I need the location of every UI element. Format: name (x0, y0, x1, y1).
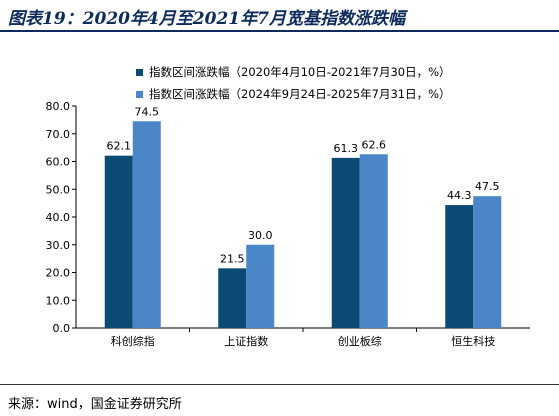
bar (473, 196, 502, 328)
y-tick-label: 60.0 (46, 156, 71, 169)
bar (218, 268, 247, 328)
bar (246, 244, 275, 328)
bar (445, 205, 474, 328)
data-label: 44.3 (447, 189, 472, 202)
y-tick-label: 10.0 (46, 294, 71, 307)
bar (104, 155, 133, 328)
y-tick-label: 40.0 (46, 211, 71, 224)
y-tick-label: 30.0 (46, 239, 71, 252)
data-label: 61.3 (334, 142, 359, 155)
bar (331, 157, 360, 328)
data-label: 62.6 (362, 138, 387, 151)
y-tick-label: 80.0 (46, 100, 71, 113)
y-tick-label: 20.0 (46, 267, 71, 280)
y-tick-label: 50.0 (46, 183, 71, 196)
x-tick-label: 创业板综 (338, 334, 382, 348)
legend-item-series-2: 指数区间涨跌幅（2024年9月24日-2025年7月31日，%） (136, 86, 451, 102)
data-label: 62.1 (107, 140, 132, 153)
x-tick-label: 恒生科技 (451, 334, 495, 348)
footer-divider (0, 384, 559, 385)
x-tick-label: 上证指数 (224, 334, 268, 348)
legend-label-series-2: 指数区间涨跌幅（2024年9月24日-2025年7月31日，%） (149, 87, 451, 101)
page-title: 图表19：2020年4月至2021年7月宽基指数涨跌幅 (8, 9, 405, 29)
data-label: 74.5 (135, 105, 160, 118)
data-label: 47.5 (475, 180, 500, 193)
legend-swatch-series-1 (136, 69, 143, 76)
legend-item-series-1: 指数区间涨跌幅（2020年4月10日-2021年7月30日，%） (136, 64, 451, 80)
source-note: 来源：wind，国金证券研究所 (8, 397, 182, 412)
legend-label-series-1: 指数区间涨跌幅（2020年4月10日-2021年7月30日，%） (149, 65, 451, 79)
bar (359, 154, 388, 328)
data-label: 21.5 (220, 252, 245, 265)
data-label: 30.0 (248, 229, 273, 242)
y-tick-label: 70.0 (46, 128, 71, 141)
title-divider (0, 30, 559, 32)
x-tick-label: 科创综指 (111, 334, 155, 348)
bar (132, 121, 161, 328)
legend-swatch-series-2 (136, 91, 143, 98)
y-tick-label: 0.0 (53, 322, 71, 335)
